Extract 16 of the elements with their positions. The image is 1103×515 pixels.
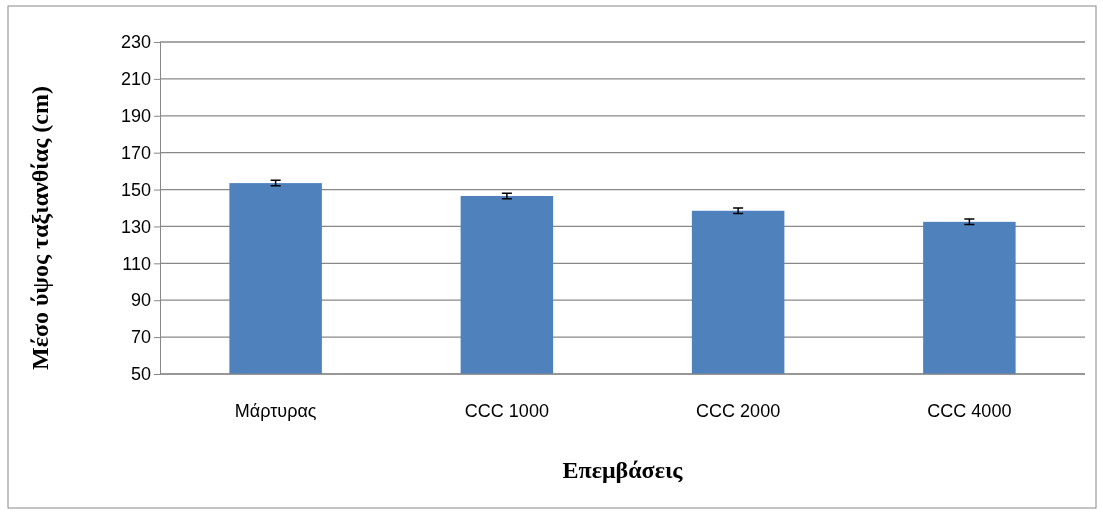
y-tick-label: 70 [130, 327, 151, 348]
y-tick-label: 90 [130, 290, 151, 311]
y-tick-label: 50 [130, 364, 151, 385]
y-tick-label: 170 [120, 142, 151, 163]
y-tick-label: 210 [120, 69, 151, 90]
x-tick-label: CCC 4000 [927, 400, 1012, 421]
x-tick-label: CCC 1000 [464, 400, 549, 421]
x-tick-label: Μάρτυρας [234, 400, 317, 421]
x-axis-title: Επεμβάσεις [562, 457, 684, 483]
y-tick-label: 190 [120, 106, 151, 127]
y-tick-label: 110 [122, 253, 151, 274]
y-tick-label: 130 [120, 216, 151, 237]
x-tick-label: CCC 2000 [696, 400, 781, 421]
y-axis-title: Μέσο ύψος ταξιανθίας (cm) [27, 86, 53, 370]
y-tick-label: 150 [120, 179, 151, 200]
y-tick-label: 230 [120, 32, 151, 53]
